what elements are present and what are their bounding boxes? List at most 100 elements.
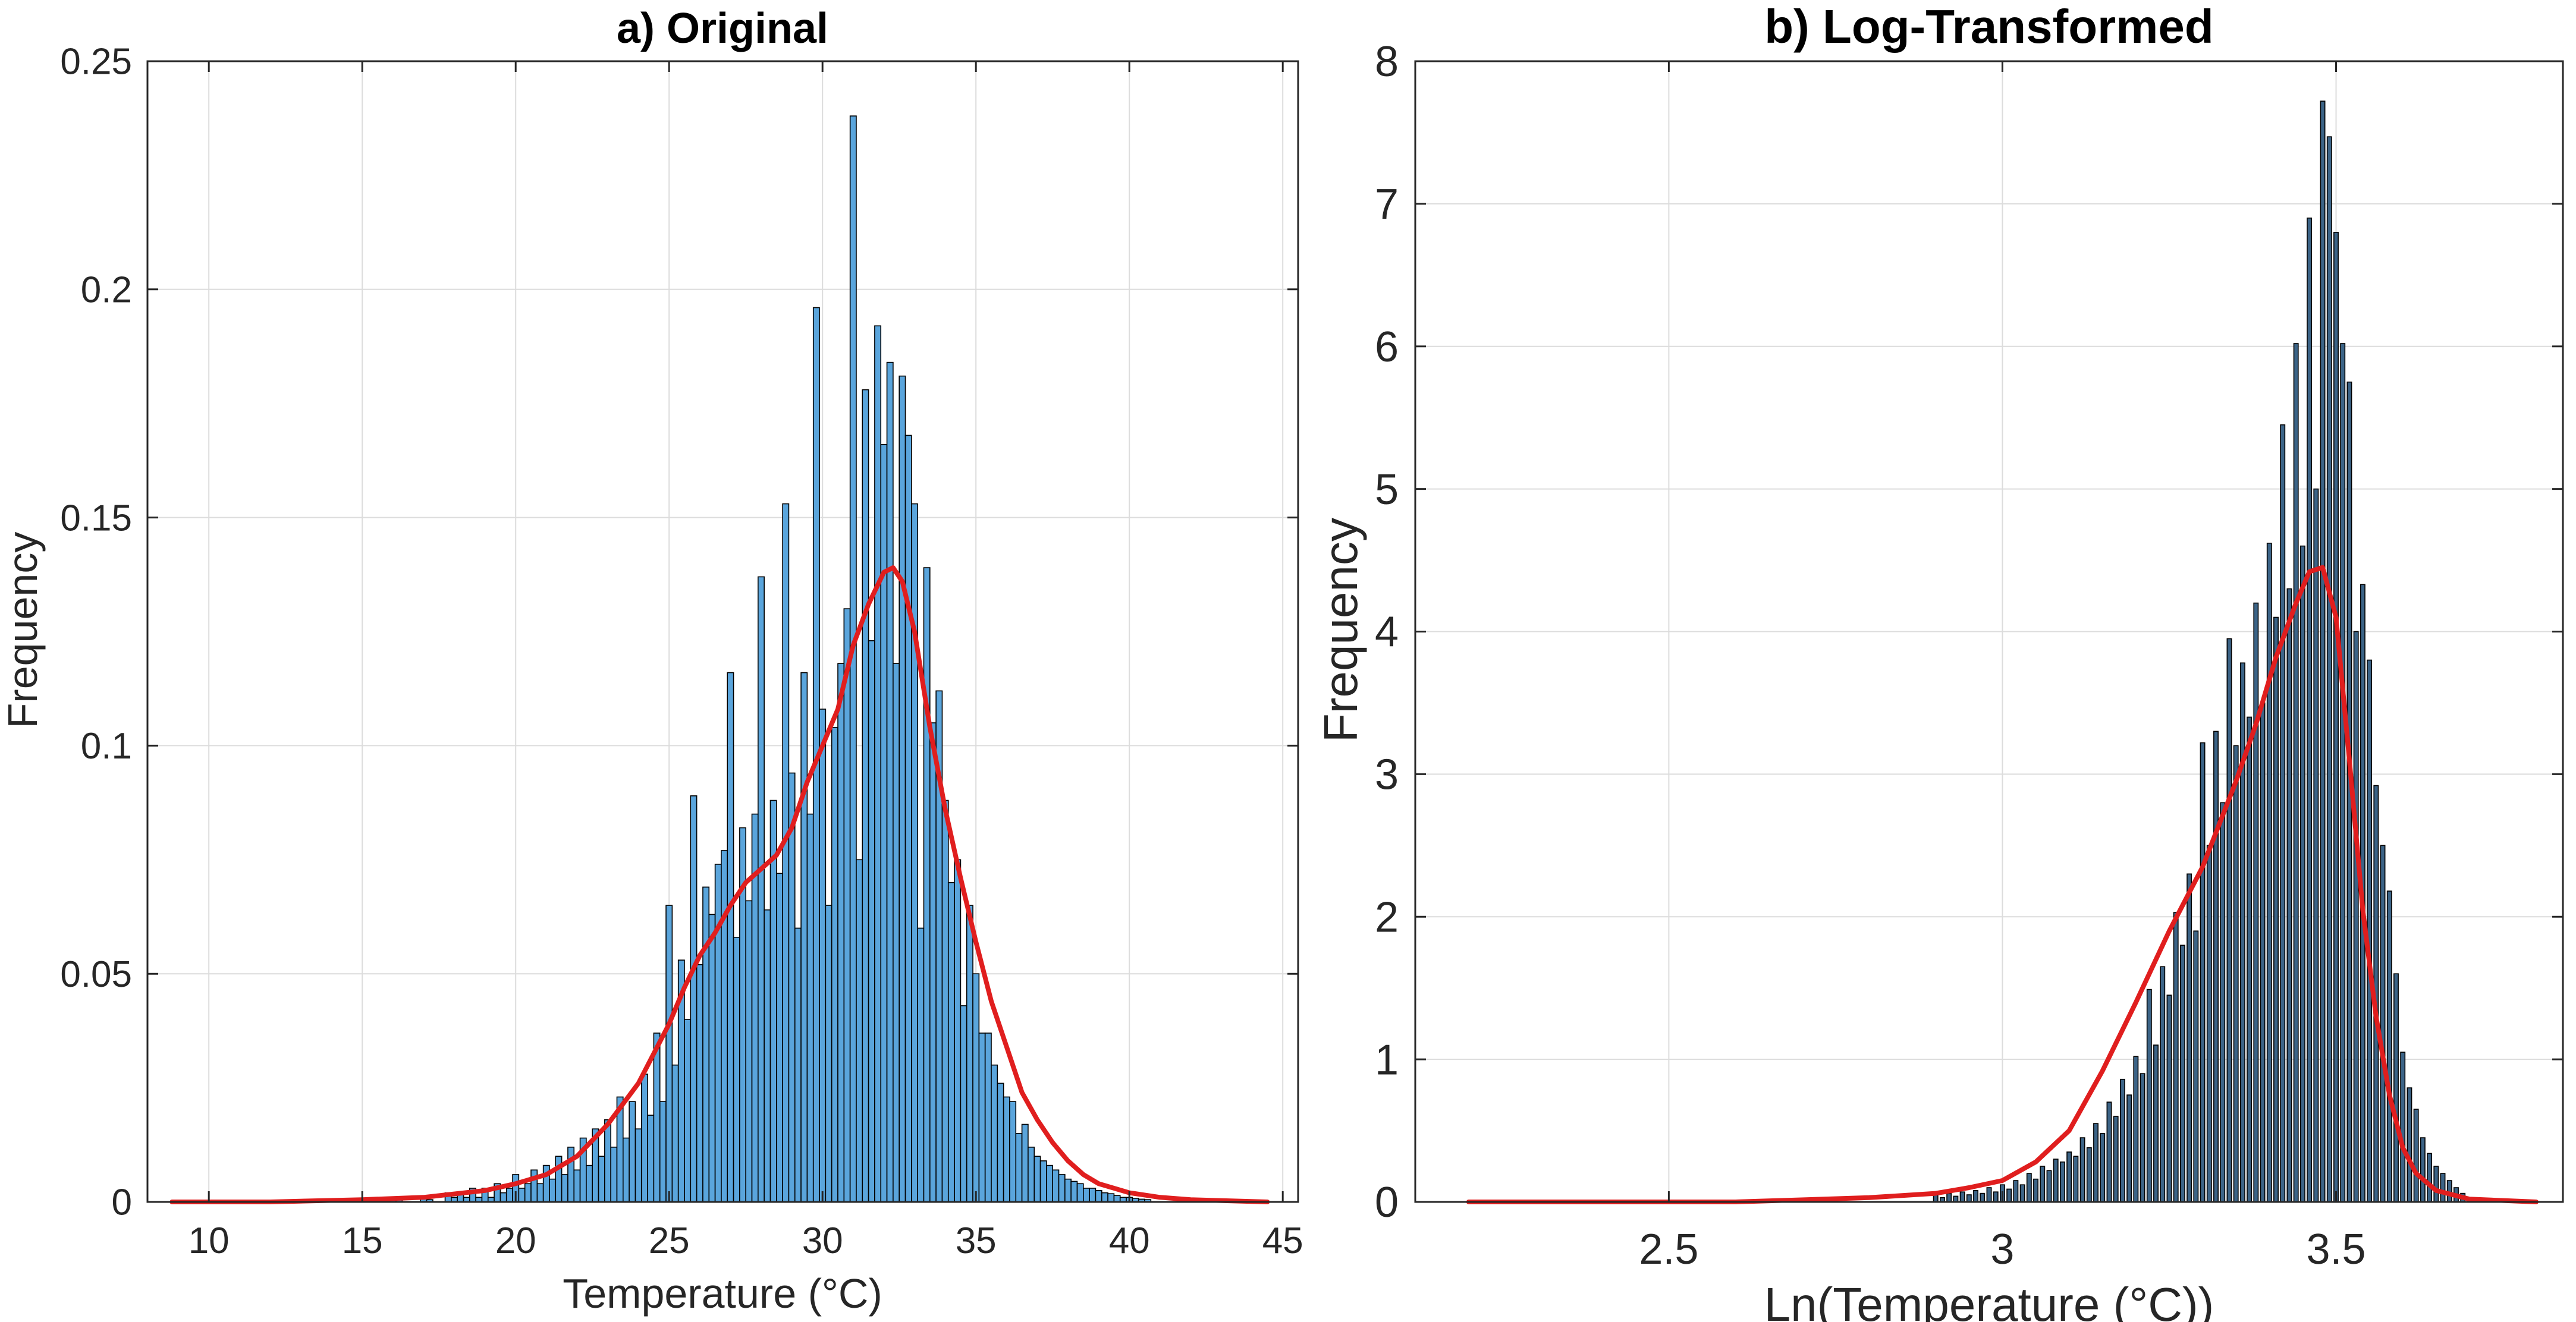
histogram-bar — [2013, 1180, 2019, 1203]
histogram-bar — [1039, 1160, 1047, 1203]
histogram-bar — [634, 1128, 642, 1203]
histogram-bar — [524, 1183, 532, 1203]
panel-b: 2.5 3 3.5 0 1 2 3 4 5 6 7 8 b) Log-Transformed Ln(T… — [1314, 0, 2564, 1322]
histogram-bar — [2066, 1151, 2072, 1203]
histogram-bar — [2220, 802, 2226, 1203]
histogram-bar — [1959, 1191, 1965, 1203]
histogram-bar — [1986, 1187, 1992, 1203]
histogram-bar — [659, 1101, 667, 1203]
histogram-bar — [1009, 1101, 1017, 1203]
y-tick-label: 0.05 — [60, 954, 132, 995]
histogram-bar — [2273, 616, 2279, 1203]
x-tick-label: 3.5 — [2306, 1226, 2365, 1273]
histogram-bar — [2420, 1137, 2426, 1203]
histogram-bar — [2019, 1184, 2025, 1203]
histogram-bar — [764, 909, 771, 1203]
histogram-bar — [2026, 1173, 2032, 1203]
panel-a-x-axis-label: Temperature (°C) — [563, 1270, 882, 1317]
histogram-bar — [573, 1169, 581, 1203]
histogram-bar — [2286, 588, 2292, 1203]
y-tick-label: 7 — [1375, 181, 1399, 228]
histogram-bar — [745, 900, 753, 1203]
histogram-bar — [917, 927, 925, 1203]
histogram-bar — [2140, 1073, 2145, 1203]
y-tick-label: 8 — [1375, 38, 1399, 86]
histogram-bar — [702, 886, 710, 1203]
x-tick-label: 35 — [956, 1220, 997, 1261]
histogram-bar — [2059, 1162, 2065, 1203]
histogram-bar — [1015, 1133, 1023, 1203]
histogram-bar — [831, 726, 838, 1203]
histogram-bar — [2040, 1166, 2046, 1203]
histogram-bar — [1095, 1190, 1102, 1203]
histogram-bar — [1101, 1192, 1108, 1203]
histogram-bar — [1933, 1194, 1939, 1203]
histogram-bar — [1003, 1096, 1010, 1203]
histogram-bar — [653, 1033, 661, 1203]
histogram-bar — [1946, 1192, 1952, 1203]
histogram-bar — [1113, 1195, 1121, 1203]
histogram-bar — [886, 361, 894, 1203]
histogram-bar — [629, 1101, 636, 1203]
histogram-bar — [2100, 1133, 2106, 1203]
y-tick-label: 2 — [1375, 893, 1399, 941]
histogram-bar — [800, 672, 808, 1203]
histogram-bar — [2280, 424, 2286, 1203]
histogram-bar — [819, 709, 827, 1203]
histogram-bar — [2253, 602, 2259, 1203]
histogram-bar — [2106, 1101, 2112, 1203]
histogram-bar — [991, 1064, 998, 1203]
histogram-bar — [941, 800, 949, 1203]
histogram-bar — [899, 375, 906, 1203]
histogram-bars-b — [1933, 100, 2473, 1203]
histogram-bar — [2326, 136, 2332, 1203]
histogram-bar — [2299, 545, 2305, 1203]
panel-b-x-axis-label: Ln(Temperature (°C)) — [1764, 1278, 2214, 1322]
histogram-bar — [555, 1156, 563, 1203]
x-tick-label: 10 — [189, 1220, 230, 1261]
histogram-bar — [2113, 1116, 2119, 1203]
histogram-bar — [2200, 742, 2206, 1203]
x-tick-label: 20 — [495, 1220, 536, 1261]
histogram-bar — [2146, 989, 2152, 1203]
histogram-bar — [2293, 343, 2299, 1203]
histogram-bar — [2413, 1109, 2419, 1203]
histogram-bar — [880, 443, 888, 1203]
histogram-bar — [2173, 912, 2179, 1203]
histogram-bar — [2133, 1056, 2139, 1203]
histogram-bar — [2119, 1078, 2125, 1203]
histogram-bar — [1064, 1178, 1072, 1203]
histogram-bar — [2247, 716, 2253, 1203]
histogram-bar — [598, 1156, 605, 1203]
y-tick-label: 0.15 — [60, 498, 132, 539]
histogram-bar — [2353, 631, 2359, 1203]
histogram-bar — [2239, 662, 2245, 1203]
histogram-bar — [714, 864, 722, 1203]
histogram-bar — [727, 672, 734, 1203]
x-tick-label: 2.5 — [1639, 1226, 1698, 1273]
histogram-bar — [2266, 542, 2272, 1203]
histogram-bar — [978, 1033, 986, 1203]
histogram-bar — [2400, 1052, 2406, 1203]
histogram-bar — [2233, 745, 2239, 1203]
histogram-bar — [966, 905, 973, 1203]
panel-a-title: a) Original — [617, 5, 828, 52]
panel-b-title: b) Log-Transformed — [1764, 0, 2214, 53]
histogram-bar — [530, 1169, 538, 1203]
histogram-bar — [2086, 1147, 2092, 1203]
histogram-bar — [984, 1033, 992, 1203]
histogram-bar — [2153, 1044, 2159, 1203]
histogram-bar — [806, 813, 814, 1203]
histogram-bar — [2033, 1178, 2038, 1203]
histogram-bar — [549, 1178, 557, 1203]
histogram-bar — [2393, 973, 2399, 1203]
histogram-bar — [500, 1192, 507, 1203]
histogram-bar — [1052, 1169, 1060, 1203]
histogram-bar — [782, 503, 790, 1203]
histogram-bar — [690, 795, 698, 1203]
histogram-bar — [2079, 1137, 2085, 1203]
histogram-bar — [929, 722, 937, 1203]
histogram-bar — [2053, 1159, 2059, 1203]
histogram-bar — [1980, 1192, 1986, 1203]
histogram-bars-a — [389, 115, 1152, 1203]
